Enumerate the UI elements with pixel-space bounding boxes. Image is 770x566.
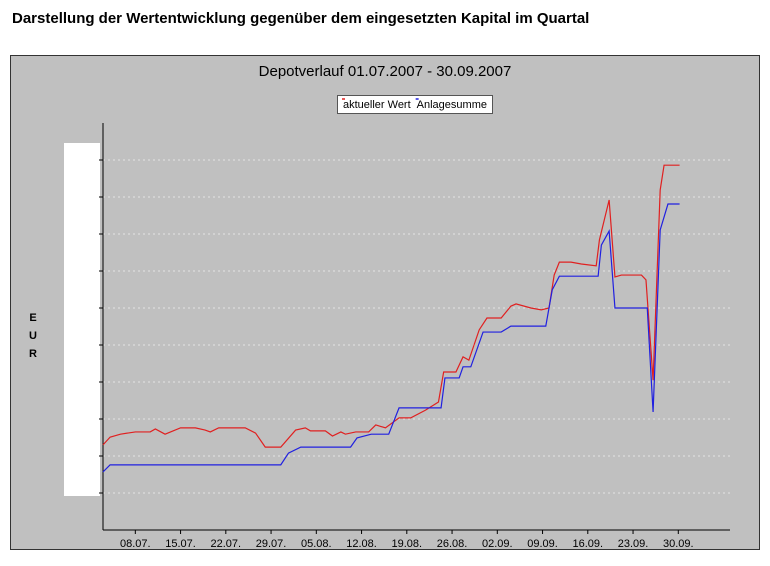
axis-mask <box>64 143 100 496</box>
x-tick-label: 29.07. <box>256 538 287 550</box>
x-tick-label: 12.08. <box>346 538 377 550</box>
x-tick-label: 19.08. <box>392 538 423 550</box>
x-tick-label: 08.07. <box>120 538 151 550</box>
chart-title: Depotverlauf 01.07.2007 - 30.09.2007 <box>259 63 512 80</box>
x-tick-label: 16.09. <box>572 538 603 550</box>
chart-frame <box>10 55 760 550</box>
x-tick-label: 09.09. <box>527 538 558 550</box>
page-title: Darstellung der Wertentwicklung gegenübe… <box>12 10 589 27</box>
x-tick-label: 05.08. <box>301 538 332 550</box>
x-tick-label: 22.07. <box>211 538 242 550</box>
legend-label: aktueller Wert <box>343 99 411 111</box>
x-tick-label: 15.07. <box>165 538 196 550</box>
x-tick-label: 30.09. <box>663 538 694 550</box>
legend <box>337 95 493 114</box>
series-line <box>102 203 680 473</box>
x-tick-label: 26.08. <box>437 538 468 550</box>
legend-label: Anlagesumme <box>417 99 487 111</box>
series-line <box>102 164 680 448</box>
x-tick-label: 23.09. <box>618 538 649 550</box>
x-tick-label: 02.09. <box>482 538 513 550</box>
